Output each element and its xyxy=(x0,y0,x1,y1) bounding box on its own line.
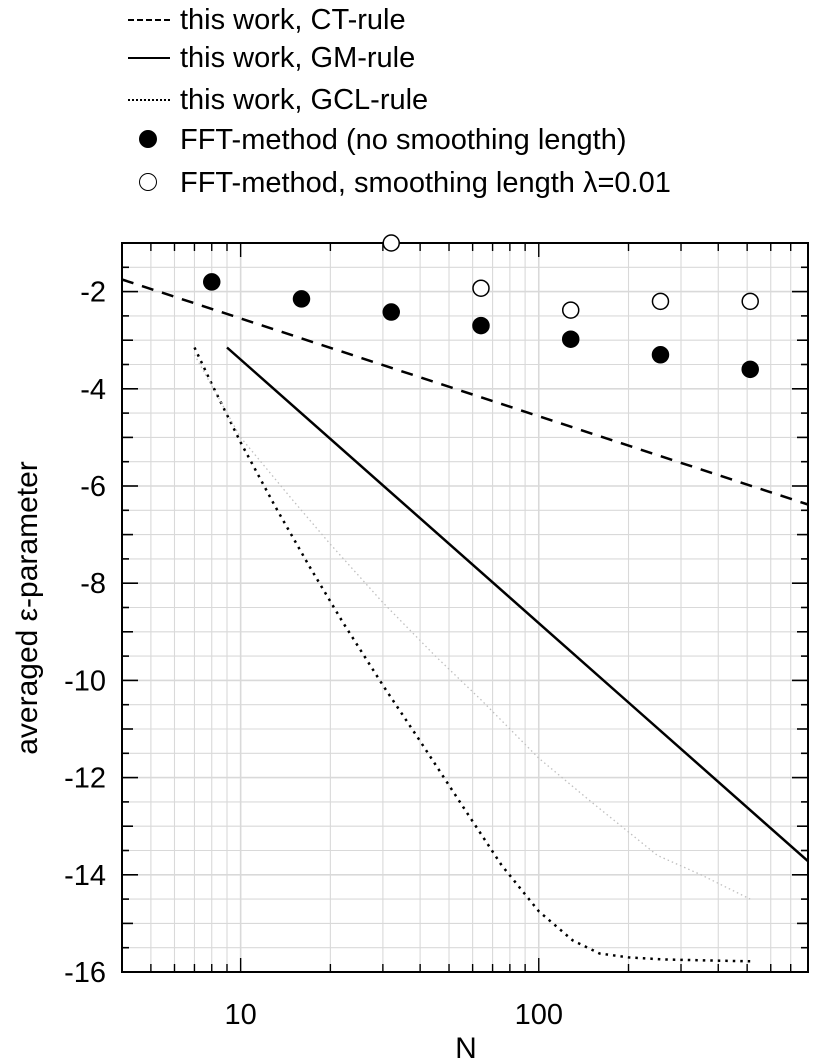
legend-item-fft-no-smoothing: FFT-method (no smoothing length) xyxy=(120,120,626,160)
series-group xyxy=(122,234,808,963)
fft-smoothing-point xyxy=(472,279,490,297)
x-tick-label: 100 xyxy=(515,999,563,1031)
axis-ticks xyxy=(121,242,809,973)
faint-reference-line xyxy=(193,354,751,900)
fft-no-smoothing-point xyxy=(202,273,221,291)
legend-label: this work, GM-rule xyxy=(180,42,416,74)
filled-circle-icon xyxy=(120,120,180,160)
y-tick-label: -2 xyxy=(80,277,106,309)
fft-no-smoothing-point xyxy=(472,316,490,335)
y-tick-label: -4 xyxy=(80,374,106,406)
legend-item-ct-rule: this work, CT-rule xyxy=(120,0,406,40)
legend-label: FFT-method, smoothing length λ=0.01 xyxy=(180,167,671,199)
legend-item-gm-rule: this work, GM-rule xyxy=(120,38,415,78)
dashed-line-symbol xyxy=(120,0,180,40)
legend-label: FFT-method (no smoothing length) xyxy=(180,124,627,156)
y-tick-label: -6 xyxy=(80,471,106,503)
axis-tick-labels: -16 -14 -12 -10 -8 -6 -4 -2 10 100 xyxy=(64,277,563,1031)
grid xyxy=(121,242,809,973)
y-tick-label: -10 xyxy=(64,665,106,697)
x-tick-label: 10 xyxy=(225,999,257,1031)
y-tick-label: -14 xyxy=(64,860,106,892)
ct-rule-line xyxy=(122,278,808,506)
y-axis-title: averaged ε-parameter xyxy=(11,461,44,755)
fft-no-smoothing-point xyxy=(651,346,670,364)
fft-no-smoothing-point xyxy=(561,330,580,348)
fft-smoothing-point xyxy=(382,234,400,252)
fft-no-smoothing-point xyxy=(741,360,759,379)
y-tick-label: -12 xyxy=(64,763,106,795)
legend-item-fft-smoothing: FFT-method, smoothing length λ=0.01 xyxy=(120,163,671,203)
fft-no-smoothing-point xyxy=(292,290,311,308)
y-tick-label: -8 xyxy=(80,568,106,600)
gm-rule-line xyxy=(226,346,808,863)
legend-item-gcl-rule: this work, GCL-rule xyxy=(120,80,428,120)
legend-label: this work, GCL-rule xyxy=(180,84,429,116)
x-axis-title: N xyxy=(455,1032,477,1063)
fft-smoothing-point xyxy=(561,301,580,319)
fft-smoothing-point xyxy=(741,292,759,311)
legend-label: this work, CT-rule xyxy=(180,4,406,36)
dotted-line-symbol xyxy=(120,80,180,120)
y-tick-label: -16 xyxy=(64,957,106,989)
open-circle-icon xyxy=(120,163,180,203)
fft-smoothing-point xyxy=(651,292,670,311)
fft-no-smoothing-point xyxy=(382,303,400,321)
solid-line-symbol xyxy=(120,38,180,78)
